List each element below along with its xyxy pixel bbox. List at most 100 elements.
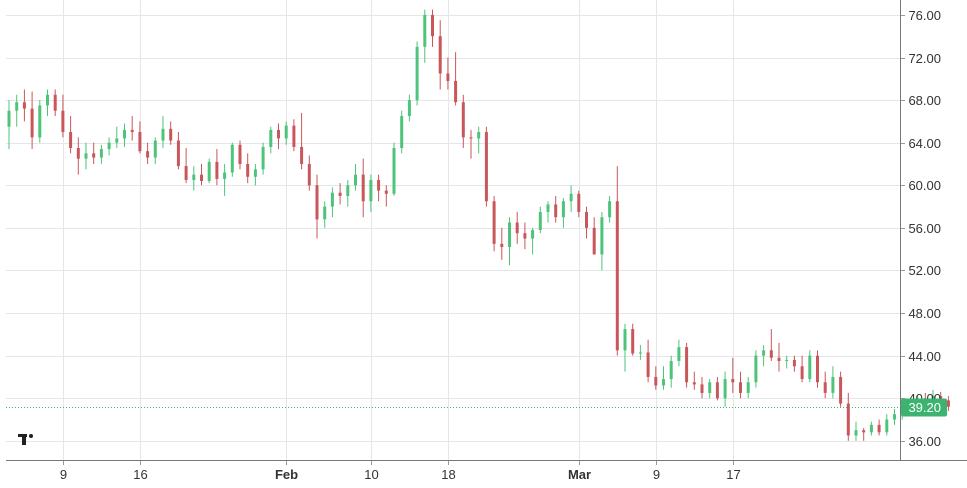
candle-up bbox=[330, 187, 334, 218]
candle-body bbox=[623, 329, 627, 351]
candle-body bbox=[546, 204, 550, 212]
candle-down bbox=[215, 149, 219, 186]
candle-body bbox=[600, 217, 604, 255]
candle-body bbox=[284, 125, 288, 139]
candle-up bbox=[107, 137, 111, 156]
candle-down bbox=[53, 89, 57, 117]
candle-down bbox=[646, 339, 650, 383]
candle-body bbox=[700, 384, 704, 393]
candle-up bbox=[638, 345, 642, 360]
candle-body bbox=[246, 163, 250, 177]
candle-body bbox=[346, 185, 350, 196]
candle-body bbox=[84, 153, 88, 159]
candle-body bbox=[392, 148, 396, 194]
candle-body bbox=[53, 94, 57, 111]
candle-up bbox=[407, 94, 411, 122]
candle-body bbox=[831, 376, 835, 393]
axes: 76.00 72.00 68.00 64.00 60.00 56.00 52.00 48.00… bbox=[6, 0, 967, 482]
candle-body bbox=[253, 169, 257, 177]
candle-up bbox=[223, 163, 227, 196]
candle-body bbox=[215, 161, 219, 179]
candle-body bbox=[76, 148, 80, 159]
candle-body bbox=[484, 132, 488, 202]
candle-down bbox=[615, 166, 619, 356]
grid bbox=[6, 0, 900, 460]
candle-down bbox=[169, 121, 173, 145]
candle-body bbox=[369, 179, 373, 202]
candle-down bbox=[184, 148, 188, 184]
candle-body bbox=[500, 243, 504, 248]
x-tick-label: 9 bbox=[60, 467, 67, 482]
candle-body bbox=[238, 144, 242, 164]
candle-down bbox=[523, 222, 527, 250]
candle-body bbox=[146, 151, 150, 158]
candle-up bbox=[230, 142, 234, 177]
candle-down bbox=[61, 94, 65, 138]
candle-body bbox=[307, 163, 311, 186]
candle-down bbox=[877, 419, 881, 436]
candle-body bbox=[161, 128, 165, 141]
candle-body bbox=[461, 102, 465, 138]
candle-body bbox=[69, 132, 73, 149]
candle-body bbox=[646, 352, 650, 377]
candle-body bbox=[223, 172, 227, 179]
y-tick-label: 48.00 bbox=[908, 306, 941, 321]
candle-body bbox=[808, 355, 812, 380]
candle-up bbox=[369, 174, 373, 212]
candle-body bbox=[893, 414, 896, 420]
candle-body bbox=[169, 128, 173, 141]
candles bbox=[7, 9, 950, 441]
candle-body bbox=[123, 129, 126, 139]
candle-body bbox=[323, 206, 327, 220]
candle-up bbox=[346, 179, 350, 207]
candle-body bbox=[946, 400, 950, 407]
candle-body bbox=[277, 129, 280, 139]
candle-body bbox=[469, 137, 473, 139]
candle-body bbox=[330, 192, 334, 207]
candle-up bbox=[192, 166, 196, 191]
x-tick-label: 9 bbox=[653, 467, 660, 482]
candle-down bbox=[446, 57, 450, 90]
candle-body bbox=[846, 403, 850, 436]
candle-body bbox=[561, 201, 565, 218]
candle-body bbox=[138, 132, 142, 152]
candle-down bbox=[300, 112, 304, 170]
candle-down bbox=[946, 396, 950, 412]
candle-body bbox=[631, 329, 635, 354]
candle-body bbox=[477, 132, 481, 139]
candle-down bbox=[315, 174, 319, 239]
candle-body bbox=[877, 424, 881, 433]
candle-body bbox=[862, 430, 866, 433]
candle-body bbox=[377, 179, 381, 191]
candle-body bbox=[816, 355, 819, 383]
candle-body bbox=[176, 140, 180, 167]
x-tick-label: Mar bbox=[568, 467, 591, 482]
candle-up bbox=[608, 195, 612, 223]
candle-body bbox=[261, 146, 265, 170]
candle-down bbox=[469, 129, 473, 159]
candle-down bbox=[138, 121, 142, 154]
candle-up bbox=[253, 163, 257, 186]
candle-body bbox=[615, 201, 619, 351]
candle-down bbox=[176, 132, 180, 170]
candle-body bbox=[608, 201, 612, 218]
candle-down bbox=[22, 89, 26, 122]
candle-body bbox=[354, 174, 357, 186]
candle-body bbox=[61, 110, 65, 133]
candle-body bbox=[869, 424, 873, 433]
candle-body bbox=[839, 376, 843, 404]
candle-body bbox=[431, 14, 434, 37]
candle-body bbox=[785, 359, 789, 361]
last-price: 39.20 bbox=[6, 398, 947, 417]
candle-down bbox=[146, 142, 150, 164]
candle-body bbox=[184, 166, 188, 180]
candle-body bbox=[638, 352, 642, 354]
candle-up bbox=[808, 350, 812, 383]
candle-down bbox=[592, 217, 596, 255]
candle-body bbox=[415, 46, 419, 101]
candle-body bbox=[207, 161, 211, 182]
candle-down bbox=[292, 119, 296, 152]
candle-up bbox=[854, 421, 858, 441]
